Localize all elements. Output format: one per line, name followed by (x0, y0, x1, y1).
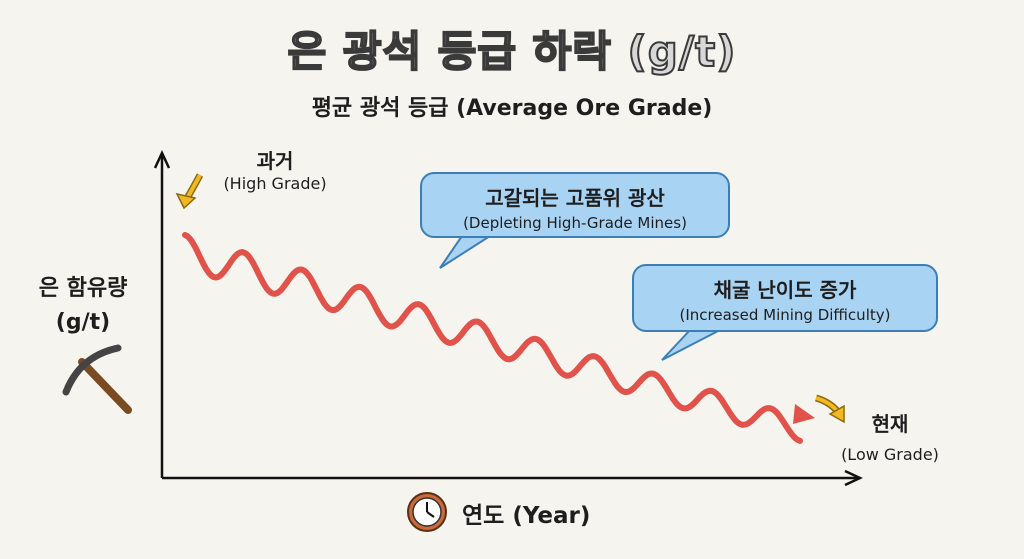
end-label-ko: 현재 (871, 412, 909, 436)
callout-mining-difficulty: 채굴 난이도 증가 (Increased Mining Difficulty) (632, 264, 938, 332)
series-line (182, 232, 803, 444)
callout2-en: (Increased Mining Difficulty) (679, 306, 891, 324)
callout1-en: (Depleting High-Grade Mines) (463, 214, 687, 232)
yellow-arrow-icon (814, 394, 845, 424)
x-axis (162, 469, 863, 487)
start-label-en: (High Grade) (223, 174, 327, 193)
callout2-ko: 채굴 난이도 증가 (713, 278, 857, 302)
x-axis-label: 연도 (Year) (462, 503, 591, 529)
y-axis (153, 150, 171, 478)
y-axis-label: 은 함유량 (g/t) (38, 276, 128, 335)
callout1-tail (439, 235, 494, 269)
clock-icon (407, 492, 447, 532)
start-label-ko: 과거 (256, 149, 294, 173)
series-arrowhead (793, 404, 815, 424)
chart-subtitle: 평균 광석 등급 (Average Ore Grade) (311, 96, 713, 121)
chart-title: 은 광석 등급 하락 (g/t) (287, 26, 737, 77)
end-label: 현재 (Low Grade) (810, 408, 970, 464)
callout1-ko: 고갈되는 고품위 광산 (485, 186, 665, 210)
start-label: 과거 (High Grade) (200, 145, 350, 193)
callout2-tail (661, 329, 721, 361)
end-label-en: (Low Grade) (841, 445, 939, 464)
pickaxe-icon (62, 344, 132, 414)
callout-depleting-mines: 고갈되는 고품위 광산 (Depleting High-Grade Mines) (420, 172, 730, 238)
yellow-arrow-icon (175, 173, 204, 210)
